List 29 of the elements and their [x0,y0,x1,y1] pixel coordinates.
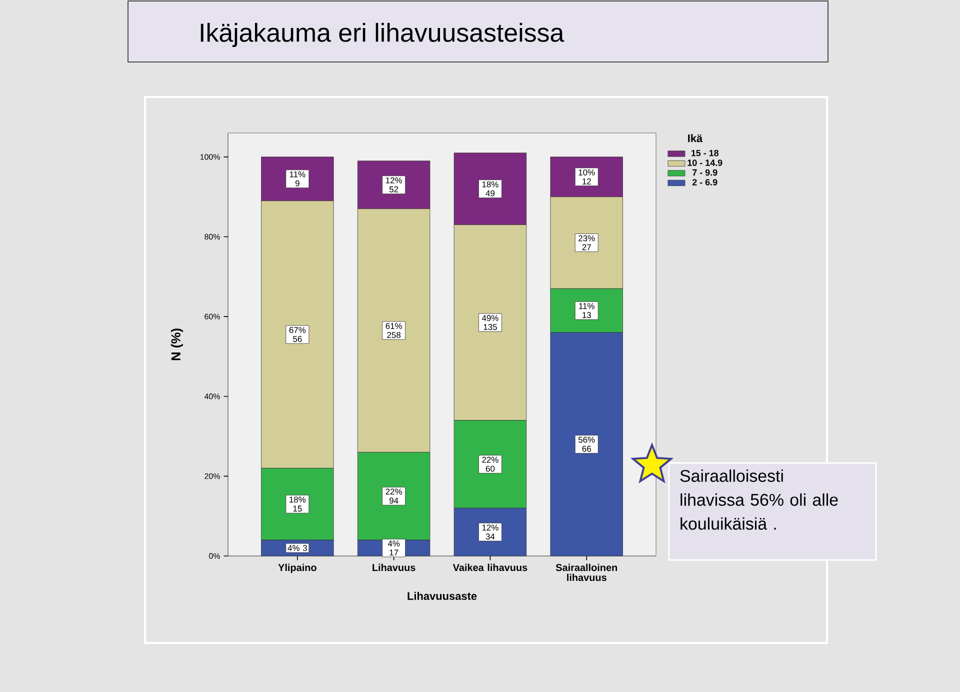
legend-label: 15 - 18 [691,150,719,156]
legend-label: 2 - 6.9 [692,179,718,186]
data-label: 4% 17 [388,540,400,556]
data-label: 12% 52 [386,177,402,192]
legend-title: Ikä [688,134,703,142]
data-label: 56% 66 [578,436,595,452]
data-label: 18% 15 [290,496,306,512]
data-label: 11% 9 [290,171,306,186]
data-label: 12% 34 [482,524,498,540]
y-axis-title: N (%) [170,328,184,360]
x-tick-label: Vaikea lihavuus [452,564,528,572]
x-tick-label: Sairaalloinen lihavuus [556,564,617,582]
x-tick-label: Lihavuus [372,564,416,572]
data-label: 49% 135 [482,315,498,330]
data-label: 61% 258 [386,323,402,338]
data-label: 10% 12 [578,169,595,184]
data-label: 23% 27 [578,235,595,250]
x-tick-label: Ylipaino [278,564,316,574]
text: Sairaalloisesti lihavissa 56% oli alle kouluikäisiä . [680,470,838,530]
data-label: 22% 94 [386,488,402,504]
data-label: 4% 3 [288,545,307,551]
legend-label: 10 - 14.9 [688,160,722,166]
data-label: 18% 49 [482,181,498,196]
chart-title: Ikäjakauma eri lihavuusasteissa [200,22,564,48]
x-axis-title: Lihavuusaste [408,592,477,600]
data-label: 11% 13 [579,303,594,318]
data-label: 22% 60 [482,456,498,472]
data-label: 67% 56 [289,327,306,342]
legend-label: 7 - 9.9 [692,169,718,176]
